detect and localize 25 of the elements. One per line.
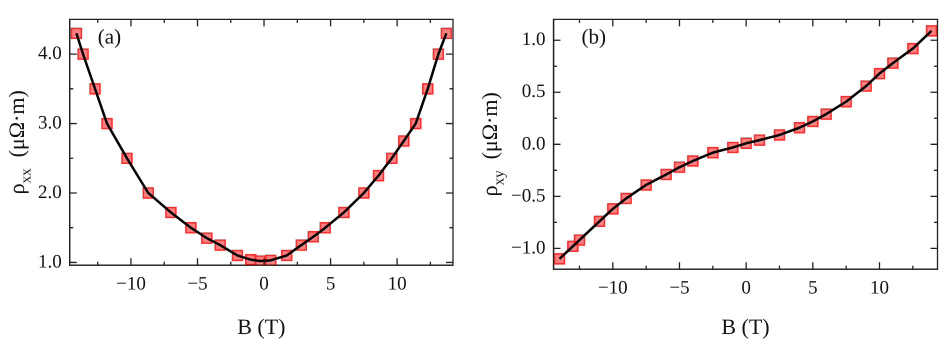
y-tick-label: 0.5 — [522, 81, 546, 102]
x-tick-label: 10 — [870, 278, 889, 299]
x-axis-title: B (T) — [721, 314, 770, 339]
x-tick-label: 0 — [259, 274, 269, 295]
x-axis-title: B (T) — [237, 314, 286, 339]
y-tick-label: 1.0 — [38, 251, 62, 272]
x-tick-label: −10 — [598, 278, 628, 299]
x-tick-label: −5 — [187, 274, 208, 295]
x-tick-label: −10 — [116, 274, 146, 295]
x-tick-label: 5 — [326, 274, 336, 295]
y-axis-title: ρxx (μΩ·m) — [4, 90, 35, 194]
y-tick-label: −1.0 — [510, 237, 546, 258]
y-tick-label: −0.5 — [510, 185, 546, 206]
annotation: (a) — [98, 24, 122, 48]
x-tick-label: −5 — [669, 278, 690, 299]
y-tick-label: 0.0 — [522, 133, 546, 154]
x-tick-label: 0 — [741, 278, 751, 299]
y-axis-title: ρxy (μΩ·m) — [477, 92, 508, 196]
annotation: (b) — [581, 24, 606, 48]
y-tick-label: 4.0 — [38, 43, 62, 64]
y-tick-label: 1.0 — [522, 29, 546, 50]
x-tick-label: 10 — [388, 274, 407, 295]
y-tick-label: 2.0 — [38, 182, 62, 203]
x-tick-label: 5 — [808, 278, 818, 299]
y-tick-label: 3.0 — [38, 112, 62, 134]
